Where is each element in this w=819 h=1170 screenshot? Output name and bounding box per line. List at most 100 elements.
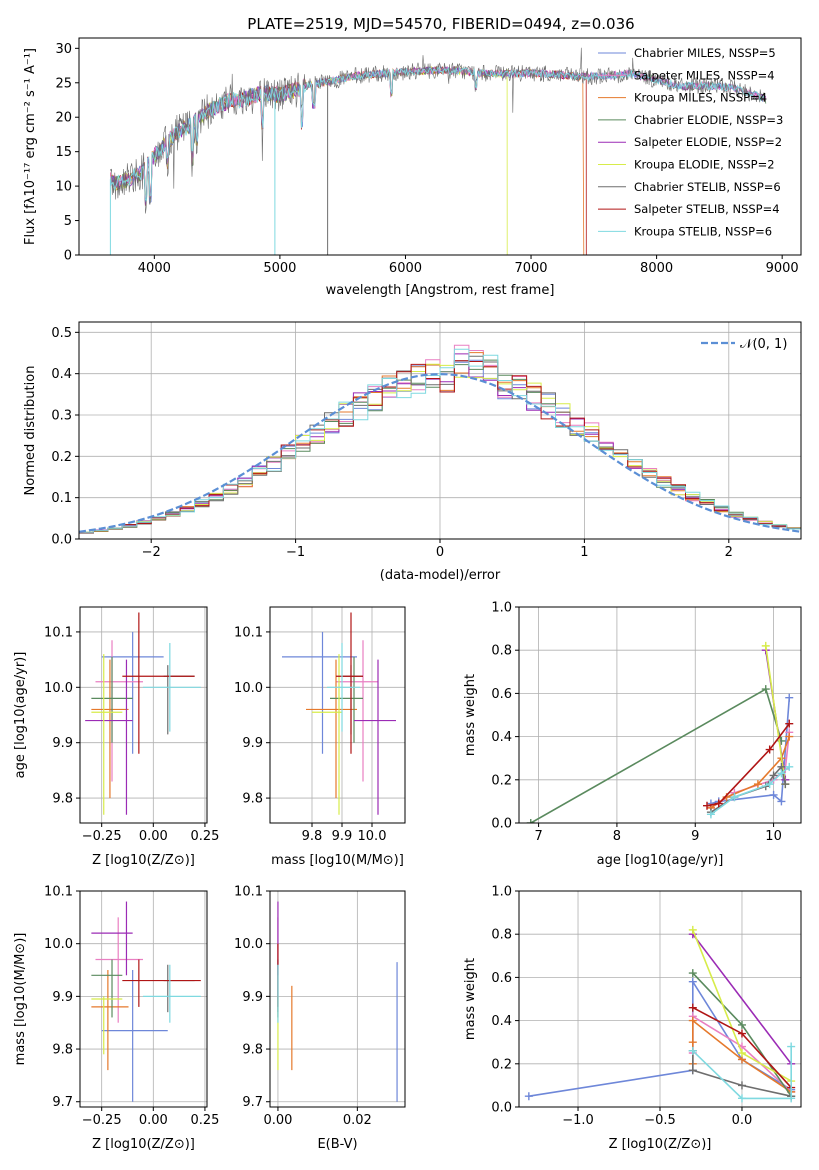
errorbar-kroupa_stelib [327,643,360,732]
marker-salpeter_stelib [765,745,774,754]
y-tick-label: 0.4 [51,367,72,382]
axes-frame [79,890,208,1108]
marker-kroupa_stelib [688,1046,697,1055]
age-vs-mass-chart: 9.8 9.9 10.0 9.8 9.9 10.0 10.1 mass [log10(M/M⊙… [234,606,406,868]
x-tick-label: 2 [725,545,733,560]
plot-area [91,901,201,1102]
errorbar-chabrier_elodie [91,656,133,743]
marker-chabrier_miles [769,790,778,799]
y-tick-label: 20 [55,111,72,126]
y-tick-label: 9.8 [242,792,263,807]
series-kroupa_stelib [692,1046,792,1100]
y-tick-label: 9.8 [52,792,73,807]
y-tick-label: 10.0 [44,681,73,696]
axes-frame [518,606,802,824]
plot-area [282,612,396,815]
x-tick-label: 9000 [766,261,799,276]
errorbar-salpeter_elodie [354,659,396,815]
grid [270,890,405,1107]
legend-label-chabrier_miles: Chabrier MILES, NSSP=5 [634,46,776,60]
y-axis-label: Flux [fλ10⁻¹⁷ erg cm⁻² s⁻¹ A⁻¹] [23,48,38,245]
x-tick-label: 0.00 [139,1113,168,1128]
x-tick-label: 6000 [389,261,422,276]
errorbar-chabrier_stelib [342,665,363,735]
y-tick-label: 0.0 [51,533,72,548]
legend-label-kroupa_elodie: Kroupa ELODIE, NSSP=2 [634,158,775,172]
errorbar-kroupa_miles [91,970,129,1071]
x-tick-label: 8 [613,829,621,844]
x-tick-label: −0.5 [644,1113,676,1128]
marker-kroupa_elodie [737,1049,746,1057]
spectrum-chabrier_stelib [110,47,767,214]
marker-chabrier_elodie [737,1020,746,1029]
x-axis-label: Z [log10(Z/Z⊙)] [92,1137,195,1152]
x-tick-label: 0.02 [343,1113,372,1128]
y-tick-label: 10.0 [234,681,263,696]
marker-kroupa_stelib [730,793,739,802]
marker-kroupa_stelib [777,769,786,778]
legend-label-kroupa_miles: Kroupa MILES, NSSP=4 [634,91,767,105]
legend-label-chabrier_stelib: Chabrier STELIB, NSSP=6 [634,180,781,194]
y-tick-label: 9.9 [52,736,73,751]
errorbar-kroupa_elodie [91,654,123,815]
marker-kroupa_stelib [765,780,774,789]
errorbar-kroupa_elodie [91,996,123,1055]
x-axis-label: Z [log10(Z/Z⊙)] [609,1137,712,1152]
marker-salpeter_stelib [703,801,711,810]
x-tick-label: 0 [436,545,444,560]
y-tick-label: 0.2 [491,1057,512,1072]
y-tick-label: 9.8 [242,1043,263,1058]
y-tick-label: 0.4 [491,1014,512,1029]
y-tick-label: 5 [64,214,72,229]
y-tick-label: 10.0 [234,937,263,952]
weight-vs-metallicity-chart: −1.0 −0.5 0.0 0.0 0.2 0.4 0.6 0.8 1.0 Z [log10(Z/… [463,885,802,1152]
y-axis-label: mass weight [463,674,478,756]
grid [519,890,801,1108]
x-tick-label: 7000 [514,261,547,276]
y-tick-label: 0.0 [491,1101,512,1116]
grid [270,607,405,823]
y-tick-label: 9.9 [242,736,263,751]
y-tick-label: 10 [55,180,72,195]
x-tick-label: 5000 [263,261,296,276]
errorbar-chabrier_miles [101,631,164,754]
x-tick-label: 0.0 [732,1113,753,1128]
errorbar-salpeter_stelib [122,612,195,754]
errorbar-salpeter_stelib [122,959,201,1007]
y-tick-label: 30 [55,42,72,57]
spectrum-salpeter_miles [110,66,767,198]
series-kroupa_elodie [765,645,787,785]
grid [80,607,207,823]
y-tick-label: 9.7 [52,1095,73,1110]
marker-chabrier_stelib [781,780,790,789]
marker-kroupa_stelib [787,1094,796,1103]
legend-label-salpeter_miles: Salpeter MILES, NSSP=4 [634,68,775,82]
y-tick-label: 0.1 [51,491,72,506]
y-tick-label: 0.3 [51,409,72,424]
legend-label-kroupa_stelib: Kroupa STELIB, NSSP=6 [634,224,772,238]
marker-salpeter_stelib [737,1029,746,1038]
histogram-salpeter_stelib [79,360,801,534]
x-axis-label: mass [log10(M/M⊙)] [271,853,404,868]
y-axis-label: age [log10(age/yr)] [13,652,28,779]
errorbar-chabrier_elodie [330,656,363,743]
y-tick-label: 0.5 [51,326,72,341]
marker-kroupa_elodie [688,925,697,934]
histogram-kroupa_stelib [79,348,801,533]
weight-vs-age-chart: 7 8 9 10 0.0 0.2 0.4 0.6 0.8 1.0 age [log10(age/yr… [463,601,802,868]
marker-chabrier_miles [524,1092,533,1101]
x-tick-label: 1 [580,545,588,560]
axes-frame [269,606,406,824]
marker-kroupa_miles [785,732,794,741]
age-vs-metallicity-chart: −0.25 0.00 0.25 9.8 9.9 10.0 10.1 Z [log10(Z/Z⊙… [13,606,219,868]
y-tick-label: 0.2 [51,450,72,465]
plot-area [85,612,201,815]
y-axis-label: mass weight [463,958,478,1040]
y-tick-label: 10.1 [44,885,73,900]
x-tick-label: 4000 [138,261,171,276]
y-tick-label: 0.6 [491,687,512,702]
mass-vs-metallicity-chart: −0.25 0.00 0.25 9.7 9.8 9.9 10.0 10.1 Z [log10(Z… [13,885,219,1153]
errorbar-kroupa_miles [91,659,129,799]
x-tick-label: 0.25 [190,829,219,844]
